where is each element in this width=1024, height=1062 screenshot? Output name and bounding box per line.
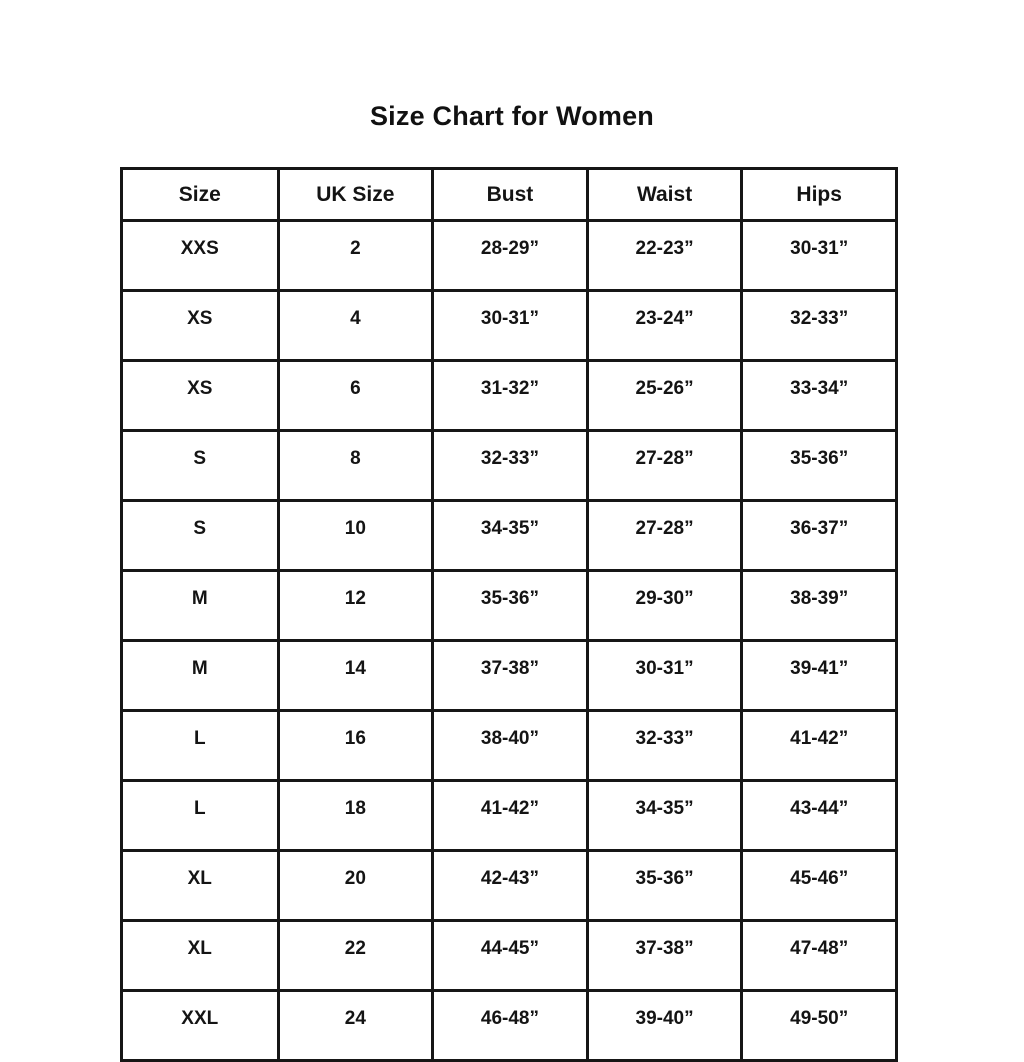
table-row: XL 22 44-45” 37-38” 47-48” [120,919,898,992]
cell-hips: 39-41” [740,639,898,712]
cell-size: L [120,709,280,782]
cell-uk-size: 24 [276,989,435,1062]
cell-hips: 30-31” [740,219,898,292]
cell-hips: 32-33” [740,289,898,362]
header-row: Size UK Size Bust Waist Hips [120,167,898,222]
cell-uk-size: 10 [276,499,435,572]
cell-waist: 27-28” [585,499,744,572]
cell-size: XL [120,849,280,922]
cell-hips: 36-37” [740,499,898,572]
column-header-hips: Hips [740,167,898,222]
cell-waist: 27-28” [585,429,744,502]
table-body: XXS 2 28-29” 22-23” 30-31” XS 4 30-31” 23-24” 32-… [120,219,898,1062]
cell-size: XL [120,919,280,992]
table-header: Size UK Size Bust Waist Hips [120,167,898,222]
table-row: XS 4 30-31” 23-24” 32-33” [120,289,898,362]
cell-size: M [120,569,280,642]
cell-bust: 30-31” [431,289,589,362]
cell-waist: 37-38” [585,919,744,992]
page-title: Size Chart for Women [369,101,655,131]
table-row: XXS 2 28-29” 22-23” 30-31” [120,219,898,292]
cell-uk-size: 8 [276,429,435,502]
cell-uk-size: 14 [276,639,435,712]
cell-uk-size: 16 [276,709,435,782]
cell-uk-size: 20 [276,849,435,922]
cell-size: XXL [120,989,280,1062]
column-header-waist: Waist [585,167,744,222]
cell-waist: 22-23” [585,219,744,292]
cell-size: M [120,639,280,712]
cell-size: S [120,499,280,572]
cell-bust: 46-48” [431,989,589,1062]
column-header-size: Size [120,167,280,222]
cell-hips: 45-46” [740,849,898,922]
cell-bust: 38-40” [431,709,589,782]
cell-size: XXS [120,219,280,292]
cell-uk-size: 6 [276,359,435,432]
cell-uk-size: 18 [276,779,435,852]
table-row: M 14 37-38” 30-31” 39-41” [120,639,898,712]
cell-waist: 23-24” [585,289,744,362]
cell-hips: 43-44” [740,779,898,852]
column-header-uk-size: UK Size [276,167,435,222]
cell-waist: 39-40” [585,989,744,1062]
cell-hips: 47-48” [740,919,898,992]
table-row: S 8 32-33” 27-28” 35-36” [120,429,898,502]
table-row: L 18 41-42” 34-35” 43-44” [120,779,898,852]
cell-waist: 34-35” [585,779,744,852]
cell-uk-size: 22 [276,919,435,992]
size-chart-table: Size UK Size Bust Waist Hips XXS 2 28-29” 2… [120,167,898,1062]
cell-waist: 35-36” [585,849,744,922]
cell-bust: 28-29” [431,219,589,292]
table-row: XL 20 42-43” 35-36” 45-46” [120,849,898,922]
cell-size: L [120,779,280,852]
cell-size: XS [120,289,280,362]
cell-bust: 35-36” [431,569,589,642]
cell-bust: 41-42” [431,779,589,852]
cell-uk-size: 12 [276,569,435,642]
table-row: S 10 34-35” 27-28” 36-37” [120,499,898,572]
cell-size: S [120,429,280,502]
cell-waist: 32-33” [585,709,744,782]
cell-uk-size: 4 [276,289,435,362]
cell-bust: 37-38” [431,639,589,712]
cell-waist: 29-30” [585,569,744,642]
table-row: M 12 35-36” 29-30” 38-39” [120,569,898,642]
cell-uk-size: 2 [276,219,435,292]
cell-bust: 42-43” [431,849,589,922]
cell-waist: 30-31” [585,639,744,712]
cell-hips: 38-39” [740,569,898,642]
cell-hips: 35-36” [740,429,898,502]
cell-hips: 33-34” [740,359,898,432]
table-row: L 16 38-40” 32-33” 41-42” [120,709,898,782]
cell-waist: 25-26” [585,359,744,432]
cell-bust: 34-35” [431,499,589,572]
column-header-bust: Bust [431,167,589,222]
cell-hips: 49-50” [740,989,898,1062]
cell-hips: 41-42” [740,709,898,782]
cell-bust: 31-32” [431,359,589,432]
cell-size: XS [120,359,280,432]
cell-bust: 32-33” [431,429,589,502]
table-row: XS 6 31-32” 25-26” 33-34” [120,359,898,432]
cell-bust: 44-45” [431,919,589,992]
table-row: XXL 24 46-48” 39-40” 49-50” [120,989,898,1062]
